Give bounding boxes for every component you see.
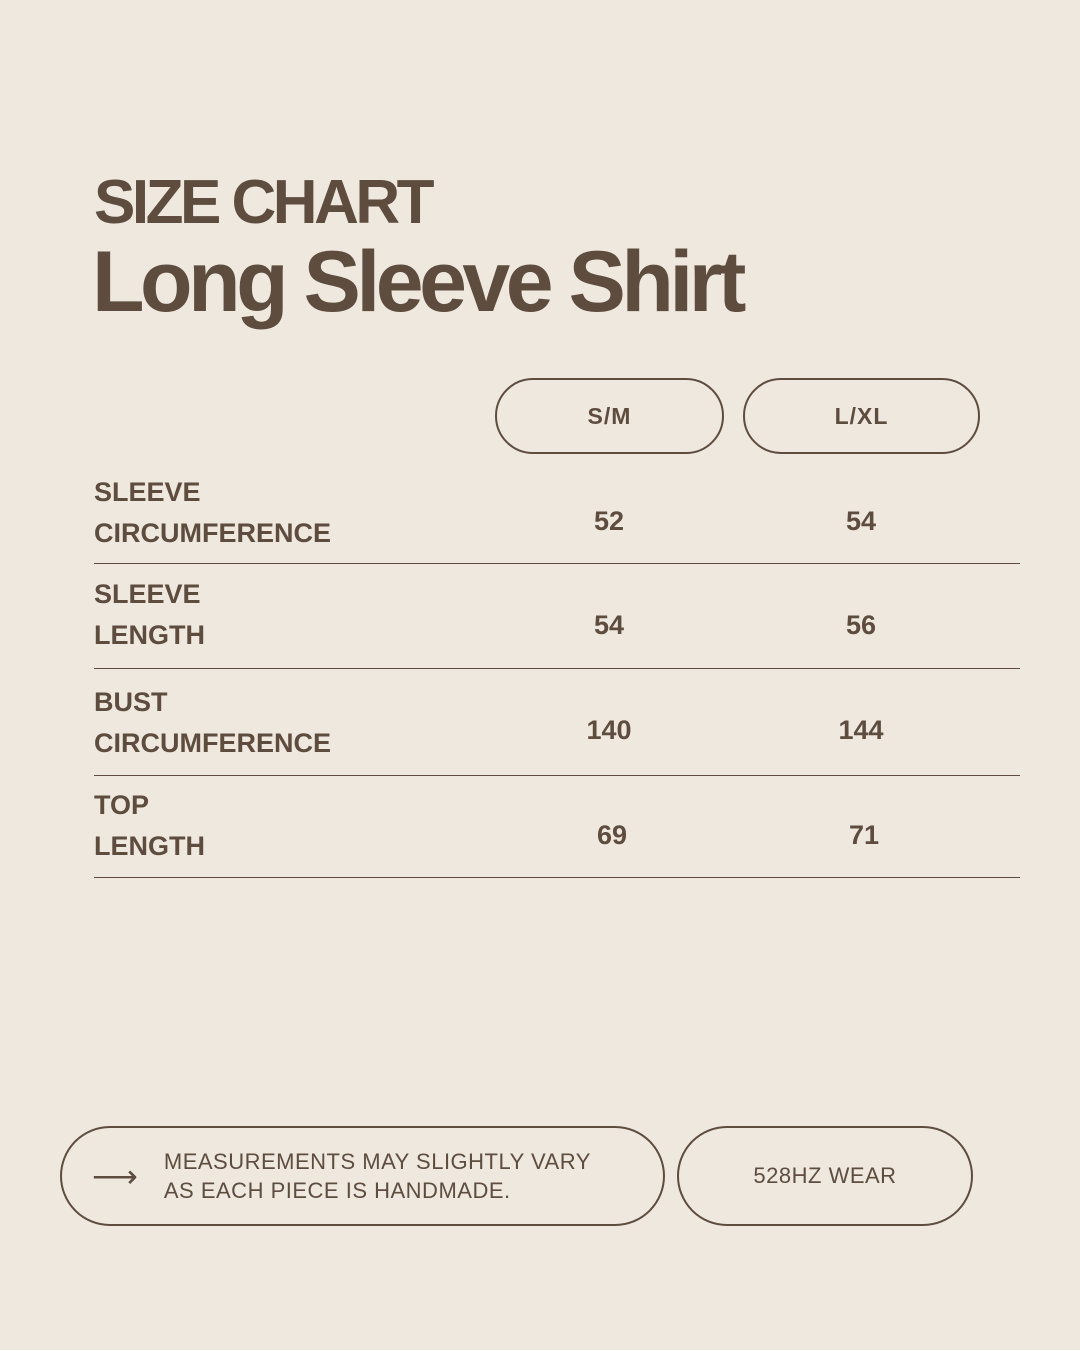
row-label-line2: CIRCUMFERENCE [94, 518, 332, 548]
value-s-m: 52 [593, 506, 625, 536]
size-chart-kicker: SIZE CHART [94, 168, 435, 237]
note-line1: MEASUREMENTS MAY SLIGHTLY VARY [163, 1149, 591, 1174]
row-label-line1: BUST [94, 687, 168, 717]
row-label-line1: SLEEVE [94, 477, 201, 507]
row-label-line1: TOP [94, 790, 150, 820]
handmade-note: ⟶ MEASUREMENTS MAY SLIGHTLY VARY AS EACH … [60, 1126, 665, 1226]
table-row: SLEEVE LENGTH 54 56 [94, 574, 1020, 669]
value-l-xl: 144 [838, 715, 884, 745]
page-title: Long Sleeve Shirt [92, 234, 746, 330]
note-line2: AS EACH PIECE IS HANDMADE. [163, 1178, 511, 1203]
table-row: BUST CIRCUMFERENCE 140 144 [94, 680, 1020, 776]
value-s-m: 69 [596, 820, 628, 850]
row-label: SLEEVE LENGTH [94, 574, 205, 656]
table-row: TOP LENGTH 69 71 [94, 783, 1020, 878]
brand-badge: 528HZ WEAR [677, 1126, 973, 1226]
arrow-right-icon: ⟶ [92, 1158, 138, 1194]
row-label: SLEEVE CIRCUMFERENCE [94, 472, 331, 554]
value-s-m: 54 [593, 610, 625, 640]
value-l-xl: 54 [845, 506, 877, 536]
row-label-line2: LENGTH [94, 831, 205, 861]
value-l-xl: 56 [845, 610, 877, 640]
row-label: TOP LENGTH [94, 785, 205, 867]
row-label-line2: LENGTH [94, 620, 205, 650]
table-row: SLEEVE CIRCUMFERENCE 52 54 [94, 470, 1020, 564]
row-label-line2: CIRCUMFERENCE [94, 728, 332, 758]
row-label-line1: SLEEVE [94, 579, 201, 609]
size-header-l-xl: L/XL [743, 378, 980, 454]
row-label: BUST CIRCUMFERENCE [94, 682, 331, 764]
value-l-xl: 71 [848, 820, 880, 850]
value-s-m: 140 [586, 715, 632, 745]
note-text: MEASUREMENTS MAY SLIGHTLY VARY AS EACH PI… [164, 1147, 591, 1205]
size-header-s-m: S/M [495, 378, 724, 454]
